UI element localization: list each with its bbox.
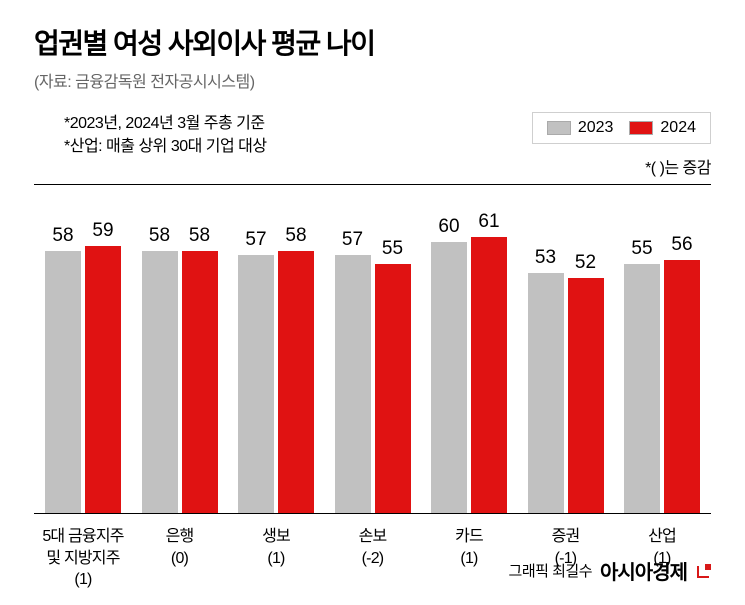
note-line: *2023년, 2024년 3월 주총 기준 bbox=[64, 112, 267, 135]
chart-notes: *2023년, 2024년 3월 주총 기준 *산업: 매출 상위 30대 기업… bbox=[34, 112, 267, 158]
note-line: *산업: 매출 상위 30대 기업 대상 bbox=[64, 135, 267, 158]
bar-2023: 55 bbox=[624, 264, 660, 513]
bar-value-label: 52 bbox=[575, 252, 596, 274]
bar-value-label: 56 bbox=[671, 234, 692, 256]
category-label: 손보 bbox=[359, 528, 387, 545]
bar-value-label: 60 bbox=[438, 216, 459, 238]
bar-value-label: 57 bbox=[245, 229, 266, 251]
bar-2023: 53 bbox=[528, 273, 564, 513]
category-label: 은행 bbox=[166, 528, 194, 545]
category-label: 카드 bbox=[455, 528, 483, 545]
top-row: *2023년, 2024년 3월 주총 기준 *산업: 매출 상위 30대 기업… bbox=[34, 112, 711, 178]
footer: 그래픽 최길수 아시아경제 bbox=[509, 556, 711, 585]
bar-value-label: 58 bbox=[52, 225, 73, 247]
legend-item-2023: 2023 bbox=[547, 119, 614, 137]
swatch-2023 bbox=[547, 121, 571, 135]
bar-value-label: 58 bbox=[149, 225, 170, 247]
legend-item-2024: 2024 bbox=[629, 119, 696, 137]
bar-value-label: 57 bbox=[342, 229, 363, 251]
legend: 2023 2024 bbox=[532, 112, 711, 144]
bar-2023: 60 bbox=[431, 242, 467, 513]
bar-value-label: 61 bbox=[478, 211, 499, 233]
bar-group: 5556 bbox=[621, 260, 703, 513]
x-axis-label: 생보 (1) bbox=[235, 526, 317, 591]
category-change: (-2) bbox=[332, 548, 414, 570]
bar-2024: 56 bbox=[664, 260, 700, 513]
chart-header: 업권별 여성 사외이사 평균 나이 (자료: 금융감독원 전자공시시스템) bbox=[34, 22, 711, 92]
chart-plot-area: 5859585857585755606153525556 bbox=[34, 184, 711, 514]
category-label: 생보 bbox=[262, 528, 290, 545]
category-change: (1) bbox=[42, 569, 124, 591]
chart-subtitle: (자료: 금융감독원 전자공시시스템) bbox=[34, 68, 711, 92]
category-change: (0) bbox=[139, 548, 221, 570]
bar-2024: 58 bbox=[182, 251, 218, 513]
category-label: 증권 bbox=[552, 528, 580, 545]
x-axis-label: 은행 (0) bbox=[139, 526, 221, 591]
legend-label-2024: 2024 bbox=[660, 119, 696, 137]
bar-2023: 57 bbox=[238, 255, 274, 513]
chart-title: 업권별 여성 사외이사 평균 나이 bbox=[34, 22, 711, 62]
graphic-credit: 그래픽 최길수 bbox=[509, 560, 592, 581]
category-label-line2: 및 지방지주 bbox=[42, 548, 124, 570]
category-label: 5대 금융지주 bbox=[42, 528, 123, 545]
legend-column: 2023 2024 *( )는 증감 bbox=[532, 112, 711, 178]
category-label: 산업 bbox=[648, 528, 676, 545]
bar-group: 6061 bbox=[428, 237, 510, 513]
bar-2023: 58 bbox=[45, 251, 81, 513]
bar-value-label: 58 bbox=[189, 225, 210, 247]
bar-value-label: 55 bbox=[382, 238, 403, 260]
x-axis-label: 손보 (-2) bbox=[332, 526, 414, 591]
category-change: (1) bbox=[235, 548, 317, 570]
x-axis-label: 5대 금융지주및 지방지주(1) bbox=[42, 526, 124, 591]
brand-name: 아시아경제 bbox=[600, 556, 687, 585]
bar-group: 5758 bbox=[235, 251, 317, 513]
swatch-2024 bbox=[629, 121, 653, 135]
brand-icon bbox=[697, 564, 711, 578]
category-change: (1) bbox=[428, 548, 510, 570]
bar-2024: 52 bbox=[568, 278, 604, 513]
bar-group: 5755 bbox=[332, 255, 414, 513]
bar-group: 5858 bbox=[139, 251, 221, 513]
bar-value-label: 55 bbox=[631, 238, 652, 260]
bar-2024: 58 bbox=[278, 251, 314, 513]
change-note: *( )는 증감 bbox=[645, 154, 711, 178]
x-axis-label: 카드 (1) bbox=[428, 526, 510, 591]
bars-row: 5859585857585755606153525556 bbox=[34, 185, 711, 513]
bar-2023: 57 bbox=[335, 255, 371, 513]
bar-group: 5859 bbox=[42, 246, 124, 513]
bar-value-label: 59 bbox=[92, 220, 113, 242]
bar-2024: 59 bbox=[85, 246, 121, 513]
bar-group: 5352 bbox=[525, 273, 607, 513]
bar-value-label: 58 bbox=[285, 225, 306, 247]
bar-2024: 55 bbox=[375, 264, 411, 513]
bar-value-label: 53 bbox=[535, 247, 556, 269]
bar-2023: 58 bbox=[142, 251, 178, 513]
legend-label-2023: 2023 bbox=[578, 119, 614, 137]
bar-2024: 61 bbox=[471, 237, 507, 513]
